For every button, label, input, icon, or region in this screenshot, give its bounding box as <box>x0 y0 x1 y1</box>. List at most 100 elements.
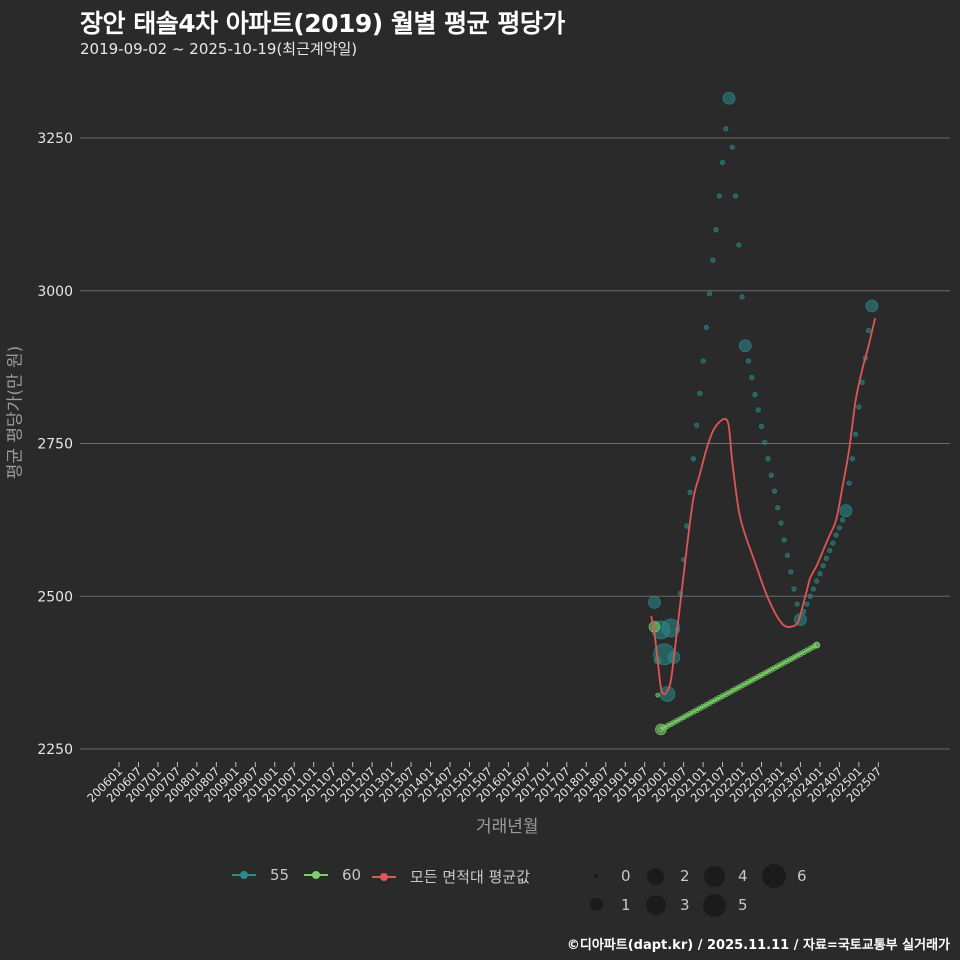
series-60-marker <box>742 680 749 687</box>
x-axis-label: 거래년월 <box>476 817 539 837</box>
legend-key-55-icon <box>232 871 256 879</box>
series-60-marker <box>784 658 791 664</box>
data-point-55 <box>849 456 855 462</box>
series-60-segment <box>660 644 818 731</box>
chart-subtitle: 2019-09-02 ~ 2025-10-19(최근계약일) <box>80 40 358 58</box>
y-tick-label: 3000 <box>37 284 73 300</box>
series-55-points <box>648 91 879 702</box>
series-60-marker <box>713 696 719 703</box>
legend-key-average-icon <box>372 872 396 881</box>
data-point-55 <box>775 505 781 511</box>
series-60-marker <box>674 717 681 724</box>
size-legend-dot-4-icon <box>704 866 725 887</box>
size-legend-label-6: 6 <box>797 867 807 885</box>
legend-item-60: 60 <box>304 866 361 884</box>
data-point-55 <box>710 257 716 263</box>
data-point-55 <box>703 324 709 331</box>
gridlines <box>80 137 950 750</box>
data-point-55 <box>817 571 823 577</box>
series-60-marker <box>732 686 739 692</box>
data-point-55 <box>820 563 826 569</box>
series-60-marker <box>765 668 771 675</box>
series-60-marker <box>807 645 814 652</box>
series-60-marker <box>794 652 801 659</box>
data-point-55 <box>758 423 765 429</box>
data-point-55 <box>732 193 739 199</box>
data-point-55 <box>694 422 700 428</box>
size-legend-label-0: 0 <box>621 867 631 885</box>
data-point-55 <box>839 504 853 518</box>
chart-title: 장안 태솔4차 아파트(2019) 월별 평균 평당가 <box>80 9 565 38</box>
average-line <box>650 318 876 695</box>
size-legend-dot-3-icon <box>646 895 666 915</box>
legend-item-average: 모든 면적대 평균값 <box>372 866 530 887</box>
data-point-55 <box>690 456 696 462</box>
series-60-marker <box>709 698 716 705</box>
series-60-marker <box>791 654 797 661</box>
x-axis-ticks: 2006012006072007012007072008012008072009… <box>84 762 884 805</box>
data-point-55 <box>788 569 794 575</box>
data-point-55 <box>738 339 752 353</box>
data-point-55 <box>859 379 865 385</box>
legend-label-average: 모든 면적대 평균값 <box>410 868 530 886</box>
y-tick-label: 2500 <box>37 589 73 605</box>
size-legend-dot-5-icon <box>703 894 726 917</box>
data-point-55 <box>833 532 839 538</box>
series-60-marker <box>752 675 758 682</box>
series-60-marker <box>761 670 768 677</box>
series-60-marker <box>716 694 723 701</box>
series-60-marker <box>745 679 752 685</box>
y-axis-ticks: 2250 2500 2750 3000 3250 <box>37 131 73 758</box>
data-point-55 <box>771 488 778 494</box>
size-legend-dot-6-icon <box>762 864 786 888</box>
data-point-55 <box>856 404 862 410</box>
data-point-55 <box>846 480 852 486</box>
data-point-55 <box>739 294 745 300</box>
size-legend-label-5: 5 <box>738 896 748 914</box>
data-point-55 <box>778 520 784 526</box>
series-60-marker <box>687 710 694 717</box>
data-point-55 <box>865 327 872 334</box>
series-60-marker <box>670 719 677 726</box>
series-60-marker <box>739 682 745 689</box>
size-legend-label-2: 2 <box>680 867 690 885</box>
data-point-55 <box>865 299 879 313</box>
data-point-55 <box>823 555 830 561</box>
data-point-55 <box>807 593 813 599</box>
series-60-marker <box>690 708 697 715</box>
data-point-55 <box>853 431 859 437</box>
average-line-path <box>650 318 876 695</box>
size-legend-label-3: 3 <box>680 896 690 914</box>
series-60-points <box>648 620 821 736</box>
data-point-55 <box>722 91 736 105</box>
data-point-55 <box>687 489 693 495</box>
data-point-55 <box>713 227 719 233</box>
y-tick-label: 3250 <box>37 131 73 147</box>
data-point-55 <box>836 525 842 531</box>
data-point-55 <box>765 456 771 462</box>
data-point-55 <box>716 193 722 199</box>
data-point-55 <box>697 390 703 396</box>
data-point-55 <box>659 686 676 702</box>
series-60-line <box>658 642 820 733</box>
y-tick-label: 2250 <box>37 742 73 758</box>
data-point-55 <box>830 540 836 546</box>
data-point-55 <box>723 126 729 132</box>
data-point-55 <box>736 242 742 248</box>
size-legend-dot-2-icon <box>647 868 664 885</box>
series-60-marker <box>693 707 700 714</box>
data-point-55 <box>749 374 755 381</box>
size-legend-dot-0-icon <box>594 874 598 878</box>
series-60-marker <box>680 714 687 721</box>
series-60-marker <box>797 651 804 657</box>
data-point-55 <box>827 547 833 554</box>
series-60-marker <box>804 647 810 654</box>
series-60-marker <box>768 666 775 673</box>
data-point-55 <box>729 144 735 150</box>
series-60-marker <box>787 656 794 663</box>
data-point-55 <box>752 392 758 398</box>
data-point-55 <box>648 595 661 609</box>
series-60-marker <box>778 661 784 668</box>
series-60-marker <box>726 689 732 696</box>
series-60-marker <box>706 700 713 706</box>
